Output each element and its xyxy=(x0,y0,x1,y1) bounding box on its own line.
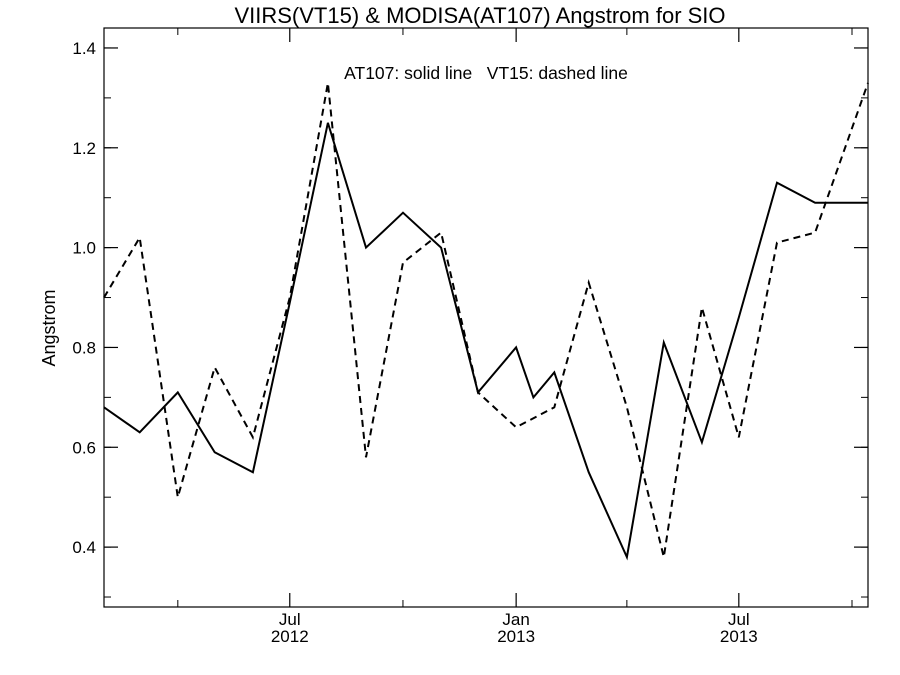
chart-title: VIIRS(VT15) & MODISA(AT107) Angstrom for… xyxy=(234,3,725,28)
y-axis-label: Angstrom xyxy=(39,289,59,366)
y-tick-label: 1.2 xyxy=(72,139,96,158)
x-tick-label-month: Jul xyxy=(728,610,750,629)
series-annotation: AT107: solid line VT15: dashed line xyxy=(344,63,628,83)
plot-frame xyxy=(103,27,869,608)
series-vt15-line xyxy=(103,82,869,558)
series-at107-line xyxy=(103,122,868,561)
y-tick-label: 1.0 xyxy=(72,239,96,258)
series-lines xyxy=(103,82,869,561)
y-tick-label: 0.4 xyxy=(72,538,96,557)
y-tick-label: 0.8 xyxy=(72,338,96,357)
x-tick-label-year: 2013 xyxy=(497,627,535,646)
x-tick-label-year: 2012 xyxy=(271,627,309,646)
x-tick-label-month: Jul xyxy=(279,610,301,629)
x-tick-label-month: Jan xyxy=(502,610,529,629)
y-tick-label: 1.4 xyxy=(72,39,96,58)
y-tick-label: 0.6 xyxy=(72,438,96,457)
x-tick-label-year: 2013 xyxy=(720,627,758,646)
